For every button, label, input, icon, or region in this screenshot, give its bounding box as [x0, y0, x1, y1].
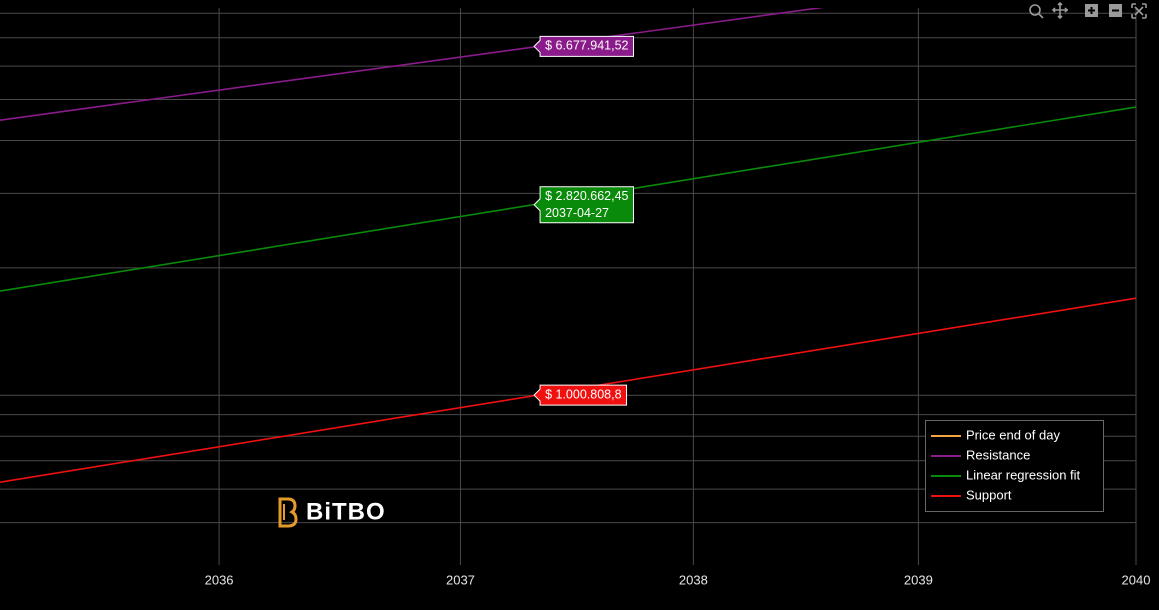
- hover-label: $ 6.677.941,52: [533, 35, 634, 57]
- hover-value: $ 2.820.662,45: [545, 189, 628, 203]
- hover-box: [533, 384, 628, 406]
- x-tick-label: 2036: [205, 572, 234, 587]
- x-tick-label: 2040: [1122, 572, 1151, 587]
- pan-button[interactable]: [1051, 1, 1069, 20]
- legend-label: Resistance: [966, 447, 1030, 462]
- hover-value: $ 6.677.941,52: [545, 39, 628, 53]
- hover-date: 2037-04-27: [545, 206, 609, 220]
- zoom-button[interactable]: [1029, 4, 1044, 19]
- grid: 2036 2037 2038 2039 2040: [0, 8, 1150, 587]
- hover-box: [533, 186, 634, 224]
- x-tick-label: 2039: [904, 572, 933, 587]
- hover-value: $ 1.000.808,8: [545, 387, 622, 401]
- legend-label: Linear regression fit: [966, 467, 1081, 482]
- zoom-out-button[interactable]: [1109, 4, 1122, 17]
- x-tick-label: 2037: [446, 572, 475, 587]
- logo-text: BiTBO: [306, 498, 386, 525]
- legend-label: Support: [966, 487, 1012, 502]
- x-tick-label: 2038: [679, 572, 708, 587]
- legend-label: Price end of day: [966, 427, 1060, 442]
- modebar[interactable]: [1029, 1, 1147, 20]
- hover-labels: $ 6.677.941,52$ 2.820.662,452037-04-27$ …: [533, 35, 634, 406]
- hover-label: $ 1.000.808,8: [533, 384, 628, 406]
- hover-box: [533, 35, 634, 57]
- logo: BiTBO: [278, 497, 386, 528]
- hover-label: $ 2.820.662,45 2037-04-27: [533, 186, 634, 224]
- zoom-in-button[interactable]: [1085, 4, 1098, 17]
- autoscale-button[interactable]: [1131, 3, 1147, 19]
- legend: Price end of day Resistance Linear regress…: [925, 420, 1104, 512]
